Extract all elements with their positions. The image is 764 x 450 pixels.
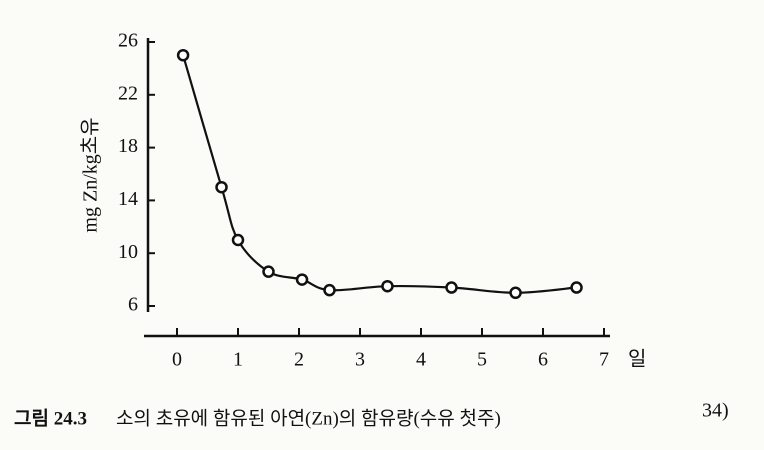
data-point [262, 265, 275, 278]
data-point [323, 283, 336, 297]
curve [182, 54, 577, 294]
x-tick-label: 3 [355, 349, 365, 371]
data-point [381, 279, 394, 293]
x-tick-label: 4 [416, 349, 426, 371]
y-tick-label: 22 [118, 82, 138, 104]
data-point [570, 281, 583, 294]
x-tick-label: 5 [477, 349, 487, 371]
data-point [295, 273, 309, 286]
y-axis-label: mg Zn/kg초유 [80, 117, 102, 232]
y-tick-label: 14 [118, 188, 138, 210]
y-tick-label: 6 [128, 294, 138, 316]
y-tick-label: 10 [118, 241, 138, 263]
x-tick-label: 2 [294, 349, 304, 371]
y-tick-label: 26 [118, 30, 138, 52]
caption-label: 그림 24.3 [14, 407, 87, 429]
x-tick-label: 7 [599, 349, 609, 371]
data-point [176, 48, 190, 62]
data-point [231, 233, 245, 247]
x-axis-unit: 일 [628, 348, 646, 371]
caption-ref: 34) [702, 400, 729, 422]
x-tick-label: 6 [538, 349, 548, 371]
x-tick-label: 1 [233, 349, 243, 371]
data-point [215, 180, 228, 194]
data-point [445, 281, 458, 294]
x-tick-label: 0 [172, 349, 182, 371]
data-point [509, 286, 522, 300]
y-tick-label: 18 [118, 135, 138, 157]
caption-text: 소의 초유에 함유된 아연(Zn)의 함유량(수유 첫주) [116, 407, 501, 429]
